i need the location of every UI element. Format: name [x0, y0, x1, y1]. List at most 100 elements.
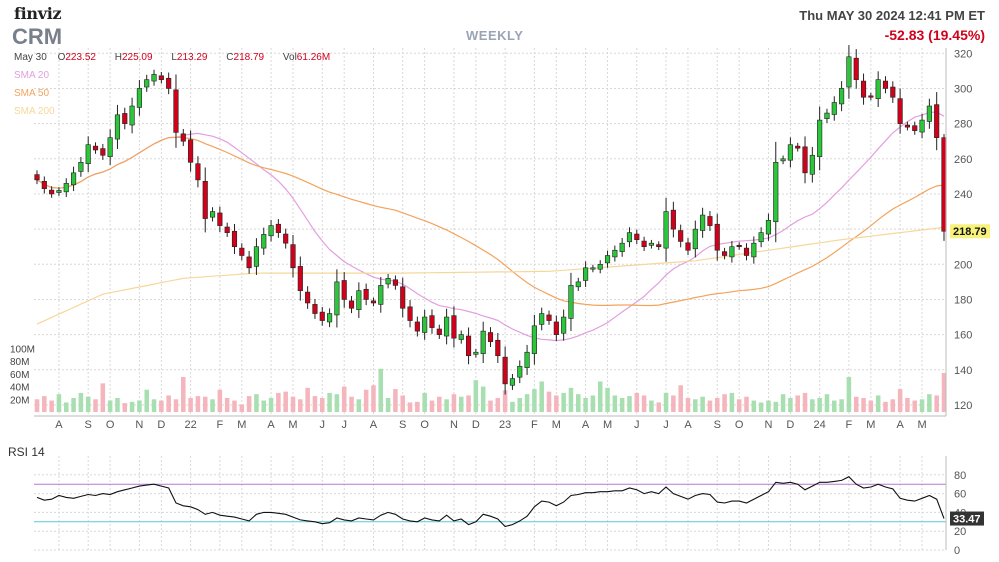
candlesticks [34, 45, 947, 395]
candle-body [751, 242, 757, 258]
volume-bar [897, 389, 903, 412]
candle-body [487, 332, 494, 342]
volume-bar [875, 395, 881, 412]
candle-body [41, 180, 47, 189]
sma200-line [36, 226, 945, 325]
volume-bar [729, 392, 735, 412]
candle-body [553, 321, 559, 335]
volume-bar [239, 404, 245, 412]
volume-bar [356, 399, 362, 412]
price-tick-200: 200 [954, 259, 972, 271]
volume-bar [517, 398, 523, 412]
x-tick-23: J [663, 419, 669, 431]
candle-body [619, 242, 625, 252]
volume-bar [590, 395, 596, 412]
ohlc-close-value: 218.79 [233, 52, 265, 63]
candle-body [363, 288, 369, 300]
candle-body [590, 267, 596, 270]
volume-bar [407, 402, 413, 412]
timeframe-label[interactable]: WEEKLY [466, 28, 524, 43]
candle-body [860, 80, 867, 98]
candle-body [348, 300, 355, 309]
candle-body [714, 223, 720, 251]
volume-tick-60: 60M [10, 370, 29, 381]
volume-bar [268, 398, 274, 412]
candle-body [817, 119, 823, 157]
candle-body [787, 144, 793, 161]
volume-bar [802, 392, 808, 412]
ohlc-volume-label: Vol [282, 52, 297, 63]
volume-bar [583, 398, 588, 412]
candle-body [583, 267, 589, 281]
volume-bar [254, 394, 259, 412]
candle-body [231, 230, 238, 248]
candle-body [736, 244, 742, 248]
ohlc-volume: Vol61.26M [283, 52, 338, 63]
candle-body [217, 212, 223, 226]
candle-body [802, 146, 808, 174]
rsi-title: RSI 14 [8, 445, 45, 459]
price-tick-280: 280 [954, 119, 972, 131]
candle-body [539, 313, 545, 325]
volume-bar [495, 398, 501, 412]
ohlc-high: H225.09 [115, 52, 161, 63]
sma20-line [36, 111, 945, 342]
volume-bar [451, 394, 457, 412]
volume-bar [554, 395, 559, 412]
volume-bar [678, 385, 683, 412]
volume-bar [510, 401, 515, 412]
candle-body [385, 278, 391, 285]
ohlc-close-label: C [226, 52, 234, 63]
candle-body [224, 226, 230, 233]
volume-bar [261, 400, 267, 412]
volume-bar [181, 377, 186, 412]
volume-bar [107, 400, 113, 412]
volume-bar [473, 380, 479, 412]
candle-body [904, 124, 910, 128]
x-tick-20: A [582, 419, 590, 431]
volume-bar [129, 401, 135, 412]
candle-body [897, 98, 903, 124]
candle-body [268, 225, 274, 237]
candle-body [327, 313, 333, 323]
candle-body [319, 311, 325, 321]
candle-body [261, 234, 267, 249]
candle-body [758, 232, 764, 243]
ohlc-high-label: H [114, 52, 122, 63]
candle-body [875, 79, 881, 99]
volume-bar [232, 400, 237, 412]
candle-body [839, 88, 845, 105]
candle-body [480, 330, 486, 354]
axes: 120140160180200220240260280300320ASOND22… [10, 48, 990, 431]
candle-body [517, 365, 523, 378]
rsi-last-label: 33.47 [953, 514, 981, 526]
rsi-panel: 02040608033.47 [34, 456, 984, 557]
candle-body [180, 133, 186, 142]
volume-tick-80: 80M [10, 357, 29, 368]
x-tick-14: O [420, 419, 429, 431]
volume-bar [290, 396, 296, 412]
x-tick-33: M [917, 419, 926, 431]
candle-body [356, 290, 362, 310]
volume-bar [49, 400, 54, 412]
sma20-legend: SMA 20 [14, 70, 50, 81]
candle-body [451, 315, 457, 339]
volume-bar [429, 400, 435, 412]
volume-bar [151, 399, 157, 412]
candle-body [297, 266, 303, 291]
x-tick-18: F [531, 419, 538, 431]
volume-bar [115, 398, 120, 412]
x-tick-22: J [634, 419, 640, 431]
finviz-logo[interactable]: finviz [14, 4, 62, 23]
volume-bar [159, 400, 164, 412]
candle-body [809, 154, 815, 175]
candle-body [239, 247, 245, 256]
volume-bar [327, 392, 332, 412]
volume-bar [839, 399, 844, 412]
candle-body [246, 256, 252, 269]
x-tick-17: 23 [499, 419, 511, 431]
volume-bar [605, 387, 610, 412]
candle-body [429, 315, 435, 328]
candle-body [78, 161, 84, 172]
